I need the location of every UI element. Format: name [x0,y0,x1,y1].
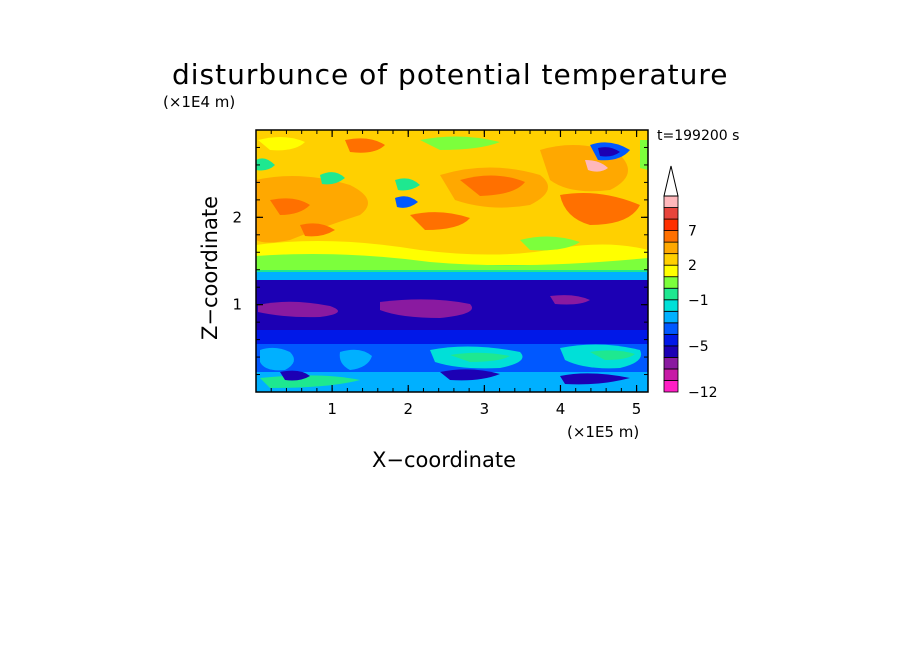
chart-title: disturbunce of potential temperature [172,58,729,91]
x-axis-unit: (×1E5 m) [567,423,640,441]
colorbar-tick-label: −12 [688,385,718,401]
colorbar-swatch [663,264,679,278]
colorbar-swatch [663,345,679,358]
colorbar-swatch [663,299,679,312]
colorbar-swatch [663,195,679,208]
colorbar-swatch [663,241,679,255]
colorbar-swatch [663,230,679,243]
colorbar-swatch [663,253,679,266]
x-tick-label: 4 [556,400,566,418]
colorbar-tick-label: 7 [688,224,697,240]
x-tick-label: 3 [480,400,490,418]
colorbar-swatch [663,207,679,220]
colorbar: 7 2 −1 −5 −12 [663,165,718,401]
x-axis-ticks: 1 2 3 4 5 [270,130,642,418]
y-tick-label: 2 [232,208,242,226]
plot-frame [255,129,649,393]
colorbar-swatch [663,357,679,370]
colorbar-swatch [663,287,679,301]
colorbar-swatch [663,380,679,393]
colorbar-swatch [663,218,679,231]
colorbar-swatch [663,310,679,324]
colorbar-tick-label: −1 [688,293,709,309]
colorbar-swatch [663,276,679,289]
colorbar-swatch [663,333,679,347]
x-tick-label: 2 [403,400,413,418]
x-axis-label: X−coordinate [372,448,516,472]
contour-field [256,130,648,392]
colorbar-extend-arrow [663,165,679,197]
colorbar-swatch [663,322,679,335]
y-axis-ticks: 12 [232,146,648,376]
colorbar-tick-label: 2 [688,258,697,274]
x-tick-label: 5 [632,400,642,418]
y-tick-label: 1 [232,296,242,314]
y-axis-unit: (×1E4 m) [163,93,236,111]
time-label: t=199200 s [657,128,740,144]
colorbar-tick-label: −5 [688,339,709,355]
x-tick-label: 1 [327,400,337,418]
colorbar-swatch [663,368,679,381]
